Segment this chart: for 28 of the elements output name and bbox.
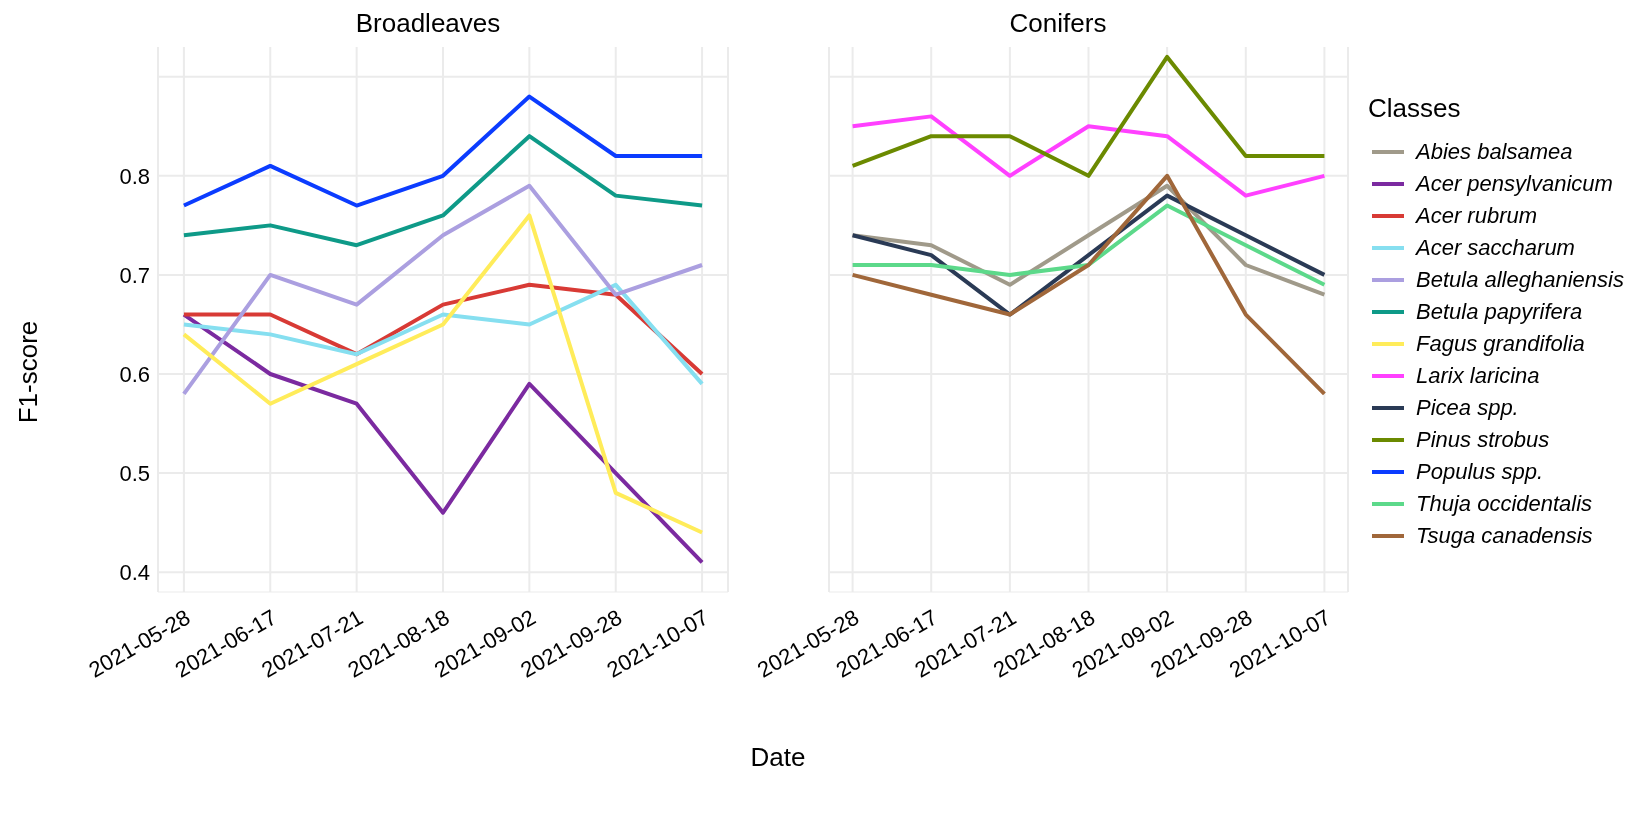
chart-title: Conifers (1008, 8, 1108, 40)
y-tick-label: 0.4 (119, 559, 150, 585)
line-series (181, 183, 705, 396)
x-axis-title: Date (749, 742, 807, 773)
legend-label: Picea spp. (1416, 395, 1519, 421)
y-tick-label: 0.7 (119, 262, 150, 288)
legend-label: Populus spp. (1416, 459, 1544, 485)
legend-label: Abies balsamea (1416, 139, 1573, 165)
legend-label: Acer pensylvanicum (1416, 171, 1613, 197)
line-series (181, 312, 705, 565)
y-axis-title: F1-score (12, 320, 44, 424)
legend-title: Classes (1368, 93, 1462, 124)
legend-label: Pinus strobus (1416, 427, 1550, 453)
legend-label: Larix laricina (1416, 363, 1540, 389)
legend-label: Thuja occidentalis (1416, 491, 1593, 517)
legend-label: Fagus grandifolia (1416, 331, 1585, 357)
y-tick-label: 0.6 (119, 361, 150, 387)
y-tick-label: 0.8 (119, 163, 150, 189)
line-series (181, 213, 705, 535)
legend-label: Acer rubrum (1416, 203, 1538, 229)
line-series (181, 94, 705, 208)
legend-label: Betula papyrifera (1416, 299, 1583, 325)
chart-title: Broadleaves (354, 8, 502, 40)
y-tick-label: 0.5 (119, 460, 150, 486)
legend-label: Acer saccharum (1416, 235, 1575, 261)
legend-label: Tsuga canadensis (1416, 523, 1593, 549)
legend-label: Betula alleghaniensis (1416, 267, 1624, 293)
line-series (181, 134, 705, 248)
